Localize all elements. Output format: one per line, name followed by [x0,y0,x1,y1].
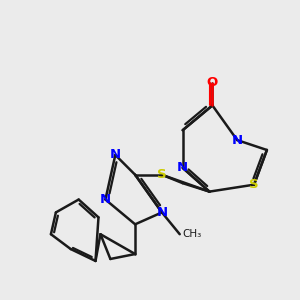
Text: S: S [157,168,167,181]
Text: N: N [100,193,111,206]
Text: N: N [232,134,243,147]
Text: N: N [156,206,167,219]
Text: S: S [249,178,259,191]
Text: O: O [207,76,218,89]
Text: N: N [110,148,121,161]
Text: CH₃: CH₃ [183,229,202,239]
Text: N: N [177,161,188,174]
